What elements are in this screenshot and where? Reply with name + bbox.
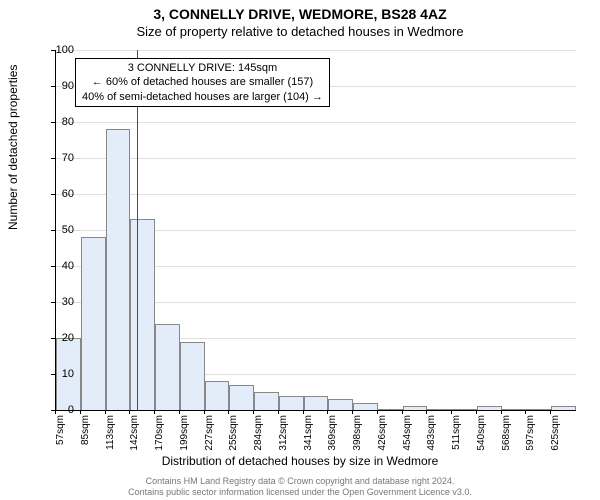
histogram-bar <box>403 406 428 410</box>
y-tick-label: 20 <box>44 332 74 344</box>
y-tick-mark <box>51 50 55 51</box>
x-tick-mark <box>327 410 328 414</box>
annotation-line: 40% of semi-detached houses are larger (… <box>82 90 323 104</box>
x-tick-label: 312sqm <box>278 415 289 455</box>
x-tick-label: 57sqm <box>55 415 66 455</box>
y-tick-label: 50 <box>44 224 74 236</box>
x-tick-label: 170sqm <box>154 415 165 455</box>
y-tick-label: 40 <box>44 260 74 272</box>
y-tick-label: 70 <box>44 152 74 164</box>
histogram-bar <box>378 409 403 410</box>
x-tick-label: 142sqm <box>129 415 140 455</box>
y-tick-mark <box>51 86 55 87</box>
histogram-bar <box>551 406 576 410</box>
x-tick-mark <box>228 410 229 414</box>
x-tick-mark <box>55 410 56 414</box>
histogram-bar <box>502 409 527 410</box>
y-axis-label: Number of detached properties <box>6 65 20 230</box>
x-tick-label: 568sqm <box>501 415 512 455</box>
y-tick-label: 80 <box>44 116 74 128</box>
x-tick-label: 454sqm <box>402 415 413 455</box>
y-tick-label: 60 <box>44 188 74 200</box>
y-tick-mark <box>51 302 55 303</box>
x-tick-mark <box>253 410 254 414</box>
chart-title: 3, CONNELLY DRIVE, WEDMORE, BS28 4AZ <box>0 0 600 22</box>
x-tick-label: 284sqm <box>253 415 264 455</box>
x-tick-label: 398sqm <box>352 415 363 455</box>
y-tick-label: 90 <box>44 80 74 92</box>
histogram-bar <box>328 399 353 410</box>
x-tick-mark <box>476 410 477 414</box>
y-tick-mark <box>51 122 55 123</box>
x-axis-label: Distribution of detached houses by size … <box>0 454 600 468</box>
x-tick-label: 597sqm <box>525 415 536 455</box>
histogram-bar <box>205 381 230 410</box>
y-tick-mark <box>51 194 55 195</box>
x-tick-mark <box>501 410 502 414</box>
histogram-bar <box>106 129 131 410</box>
x-tick-mark <box>278 410 279 414</box>
x-tick-mark <box>154 410 155 414</box>
footer-attribution: Contains HM Land Registry data © Crown c… <box>0 476 600 498</box>
histogram-bar <box>81 237 106 410</box>
x-tick-mark <box>80 410 81 414</box>
y-tick-label: 100 <box>44 44 74 56</box>
x-tick-mark <box>105 410 106 414</box>
x-tick-label: 227sqm <box>204 415 215 455</box>
x-tick-mark <box>129 410 130 414</box>
histogram-bar <box>304 396 329 410</box>
y-tick-mark <box>51 230 55 231</box>
histogram-bar <box>155 324 180 410</box>
x-tick-mark <box>402 410 403 414</box>
x-tick-mark <box>550 410 551 414</box>
x-tick-label: 483sqm <box>426 415 437 455</box>
y-tick-mark <box>51 266 55 267</box>
x-tick-mark <box>352 410 353 414</box>
histogram-bar <box>254 392 279 410</box>
x-tick-mark <box>303 410 304 414</box>
histogram-bar <box>526 409 551 410</box>
histogram-bar <box>279 396 304 410</box>
y-tick-mark <box>51 374 55 375</box>
x-tick-mark <box>179 410 180 414</box>
x-tick-mark <box>525 410 526 414</box>
histogram-bar <box>452 409 477 410</box>
x-tick-mark <box>377 410 378 414</box>
x-tick-label: 85sqm <box>80 415 91 455</box>
y-tick-label: 10 <box>44 368 74 380</box>
histogram-bar <box>477 406 502 410</box>
x-tick-label: 341sqm <box>303 415 314 455</box>
y-tick-label: 30 <box>44 296 74 308</box>
x-tick-label: 113sqm <box>105 415 116 455</box>
footer-line: Contains HM Land Registry data © Crown c… <box>0 476 600 487</box>
x-tick-mark <box>204 410 205 414</box>
histogram-bar <box>427 409 452 410</box>
x-tick-label: 426sqm <box>377 415 388 455</box>
annotation-box: 3 CONNELLY DRIVE: 145sqm ← 60% of detach… <box>75 58 330 107</box>
x-tick-label: 255sqm <box>228 415 239 455</box>
x-tick-label: 369sqm <box>327 415 338 455</box>
x-tick-label: 625sqm <box>550 415 561 455</box>
x-tick-label: 540sqm <box>476 415 487 455</box>
x-tick-mark <box>426 410 427 414</box>
x-tick-label: 511sqm <box>451 415 462 455</box>
histogram-bar <box>353 403 378 410</box>
histogram-bar <box>180 342 205 410</box>
annotation-line: 3 CONNELLY DRIVE: 145sqm <box>82 61 323 75</box>
histogram-bar <box>229 385 254 410</box>
y-tick-mark <box>51 338 55 339</box>
annotation-line: ← 60% of detached houses are smaller (15… <box>82 75 323 89</box>
footer-line: Contains public sector information licen… <box>0 487 600 498</box>
chart-container: 3, CONNELLY DRIVE, WEDMORE, BS28 4AZ Siz… <box>0 0 600 500</box>
histogram-bar <box>130 219 155 410</box>
x-tick-mark <box>451 410 452 414</box>
y-tick-mark <box>51 158 55 159</box>
x-tick-label: 199sqm <box>179 415 190 455</box>
chart-subtitle: Size of property relative to detached ho… <box>0 24 600 39</box>
